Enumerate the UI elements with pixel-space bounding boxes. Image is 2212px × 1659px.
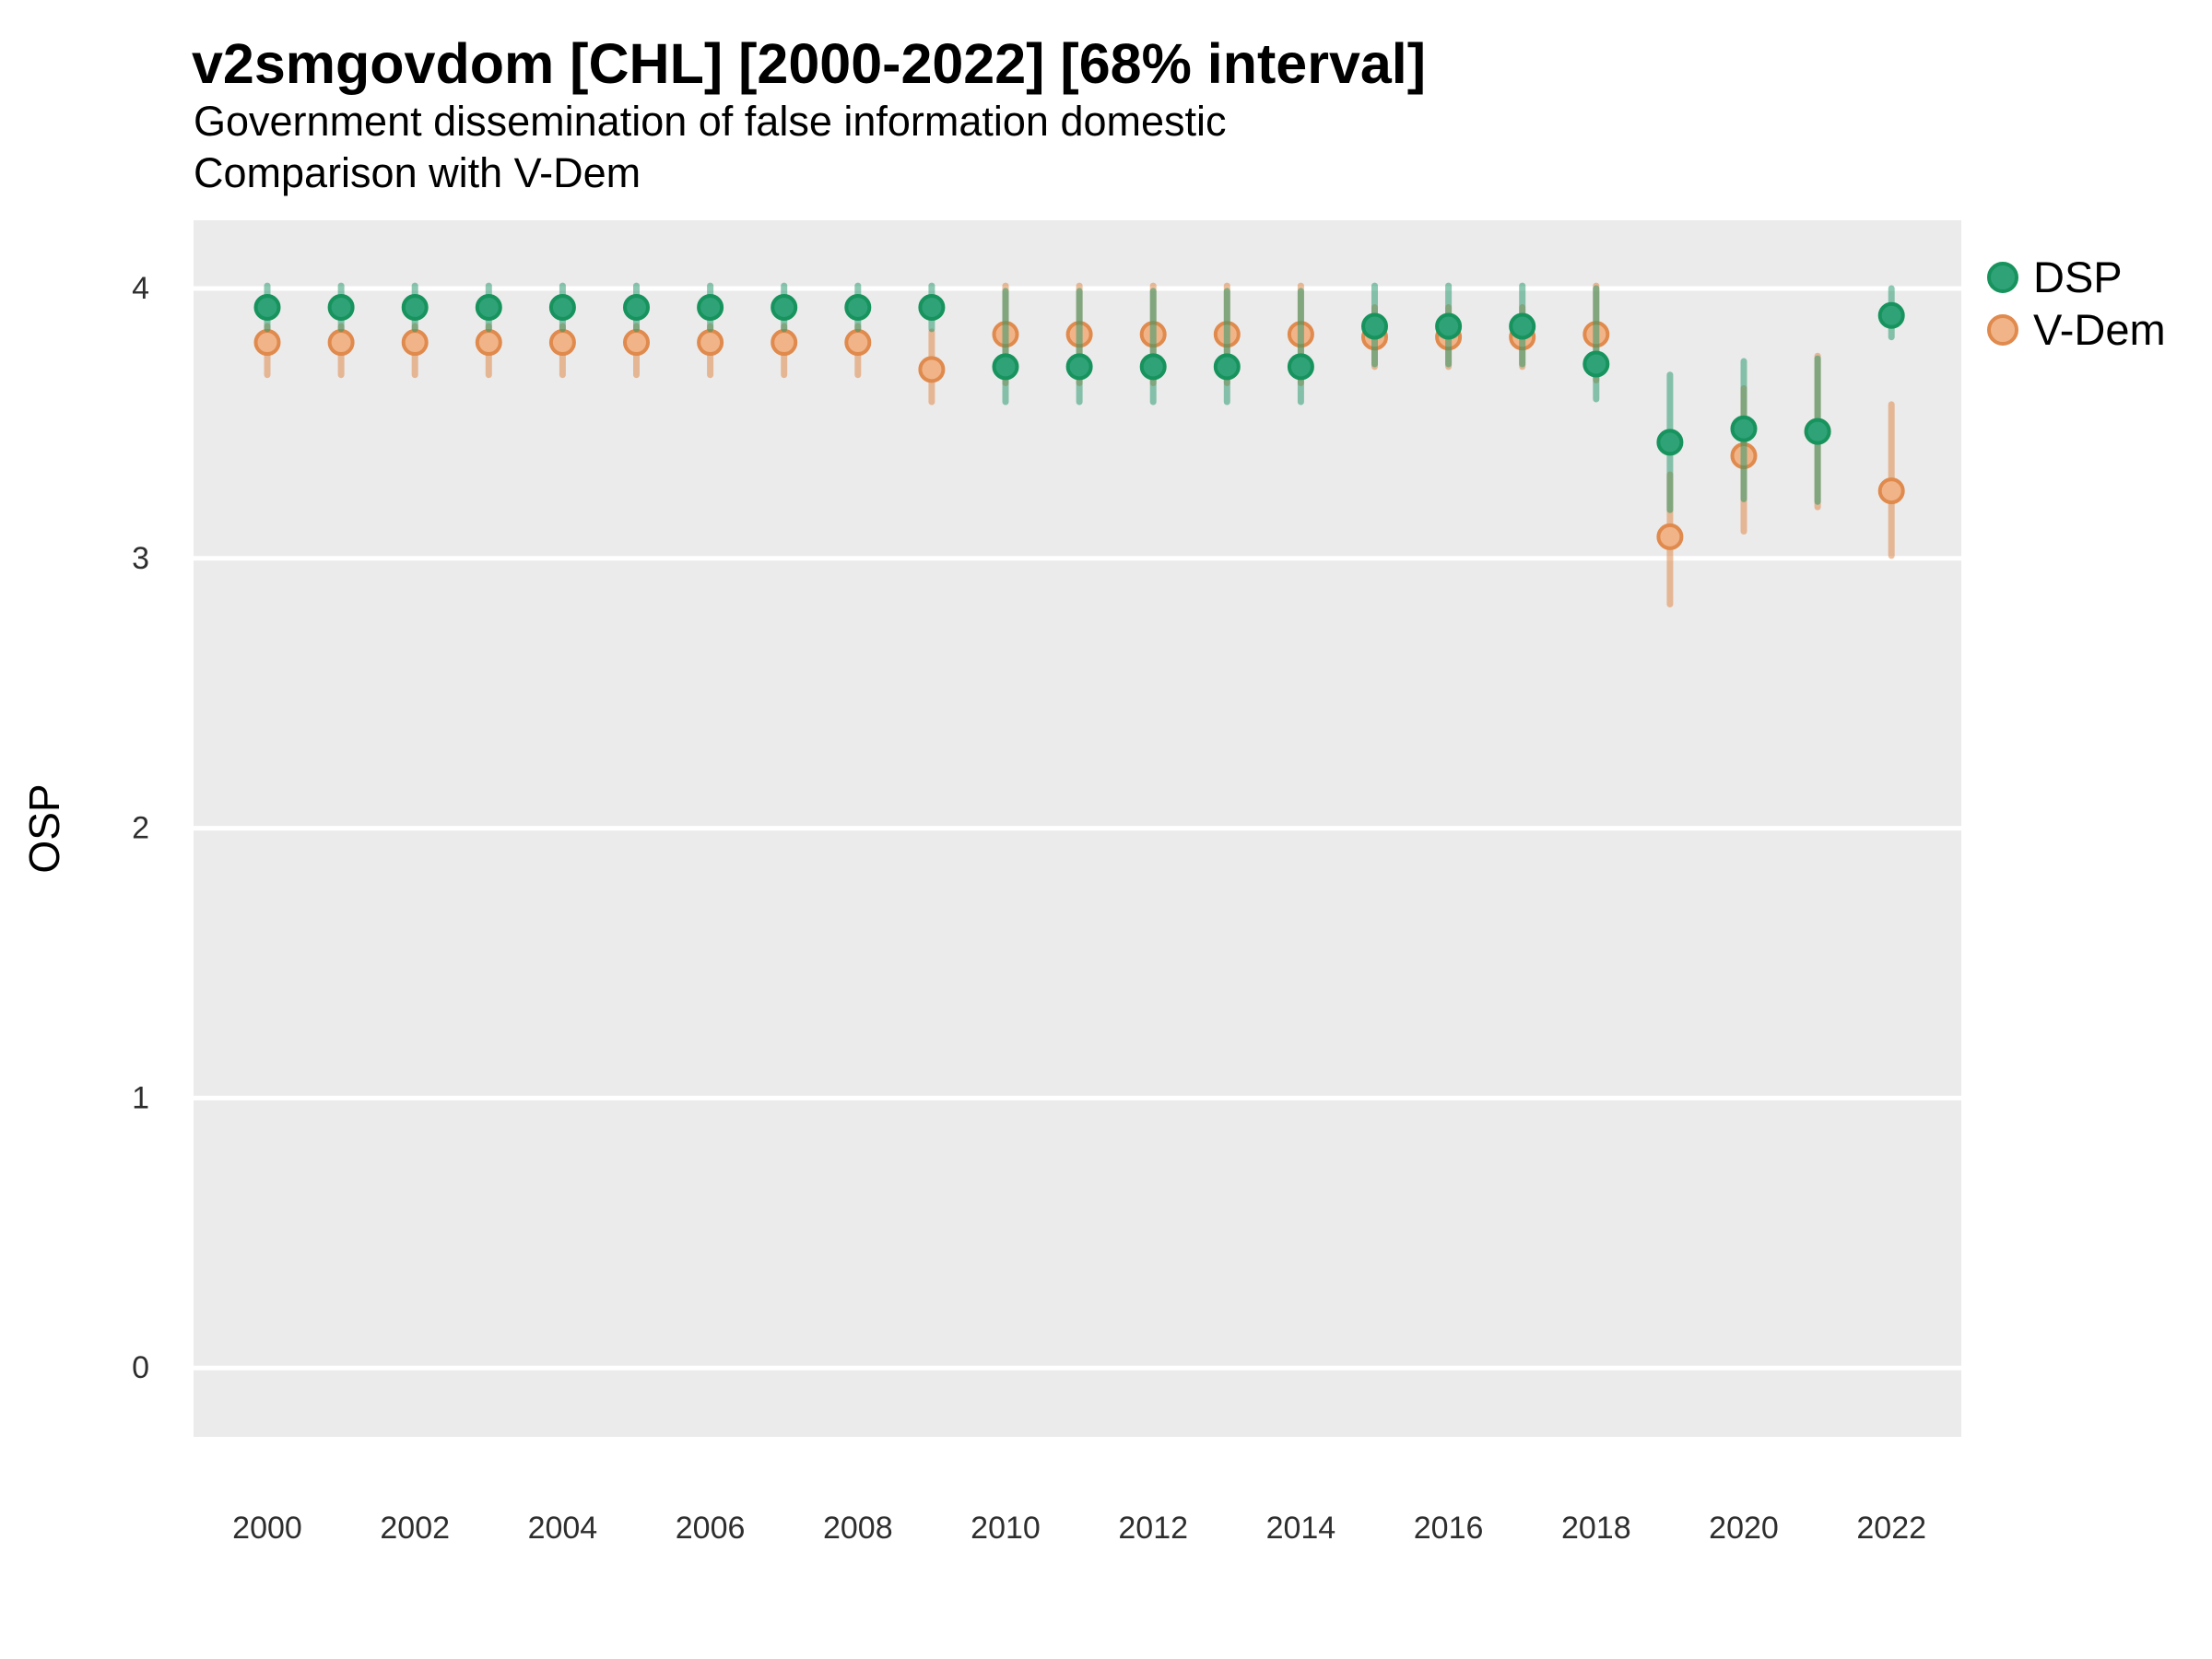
point-dsp-2015	[1361, 312, 1388, 340]
point-dsp-2004	[548, 293, 576, 321]
x-tick-label-2018: 2018	[1561, 1511, 1631, 1546]
x-tick-label-2014: 2014	[1266, 1511, 1336, 1546]
subtitle-line-2: Comparison with V-Dem	[194, 149, 641, 196]
point-dsp-2020	[1730, 415, 1758, 442]
point-dsp-2022	[1877, 301, 1905, 329]
point-dsp-2018	[1583, 350, 1610, 378]
point-dsp-2005	[623, 293, 650, 321]
point-vdem-2003	[475, 329, 502, 357]
chart-title: v2smgovdom [CHL] [2000-2022] [68% interv…	[192, 32, 1427, 95]
point-dsp-2019	[1656, 429, 1684, 456]
y-tick-label-4: 4	[132, 271, 149, 306]
point-dsp-2021	[1804, 418, 1831, 445]
point-vdem-2000	[253, 329, 281, 357]
point-dsp-2017	[1509, 312, 1536, 340]
point-dsp-2013	[1213, 353, 1241, 381]
point-vdem-2009	[918, 356, 946, 383]
y-tick-label-2: 2	[132, 811, 149, 846]
point-dsp-2012	[1139, 353, 1167, 381]
x-tick-label-2002: 2002	[380, 1511, 450, 1546]
point-dsp-2006	[697, 293, 724, 321]
legend-item-dsp: DSP	[1987, 251, 2166, 303]
point-dsp-2003	[475, 293, 502, 321]
x-tick-label-2020: 2020	[1709, 1511, 1779, 1546]
x-tick-label-2022: 2022	[1856, 1511, 1926, 1546]
point-dsp-2000	[253, 293, 281, 321]
x-tick-label-2006: 2006	[676, 1511, 746, 1546]
point-vdem-2008	[844, 329, 872, 357]
point-vdem-2007	[771, 329, 798, 357]
point-vdem-2001	[327, 329, 355, 357]
subtitle-line-1: Government dissemination of false inform…	[194, 98, 1227, 145]
point-vdem-2022	[1877, 477, 1905, 505]
legend: DSP V-Dem	[1987, 251, 2166, 356]
point-dsp-2016	[1435, 312, 1463, 340]
point-dsp-2010	[992, 353, 1019, 381]
point-dsp-2009	[918, 293, 946, 321]
point-dsp-2007	[771, 293, 798, 321]
point-vdem-2019	[1656, 523, 1684, 550]
point-vdem-2005	[623, 329, 650, 357]
point-dsp-2008	[844, 293, 872, 321]
chart-subtitle: Government dissemination of false inform…	[194, 96, 1227, 199]
legend-item-vdem: V-Dem	[1987, 303, 2166, 356]
point-vdem-2004	[548, 329, 576, 357]
vdem-point-icon	[1987, 313, 2018, 346]
dsp-point-icon	[1987, 261, 2018, 293]
x-tick-label-2004: 2004	[528, 1511, 598, 1546]
x-tick-label-2008: 2008	[823, 1511, 893, 1546]
x-tick-label-2016: 2016	[1414, 1511, 1484, 1546]
x-tick-label-2012: 2012	[1118, 1511, 1188, 1546]
x-tick-label-2010: 2010	[971, 1511, 1041, 1546]
point-dsp-2002	[401, 293, 429, 321]
y-tick-label-1: 1	[132, 1080, 149, 1115]
legend-label-dsp: DSP	[2033, 253, 2123, 301]
point-dsp-2014	[1287, 353, 1314, 381]
y-axis-title: OSP	[20, 783, 68, 873]
y-tick-label-3: 3	[132, 541, 149, 576]
y-tick-label-0: 0	[132, 1350, 149, 1385]
point-dsp-2011	[1065, 353, 1093, 381]
point-vdem-2002	[401, 329, 429, 357]
point-vdem-2006	[697, 329, 724, 357]
legend-label-vdem: V-Dem	[2033, 305, 2166, 354]
point-dsp-2001	[327, 293, 355, 321]
x-tick-label-2000: 2000	[232, 1511, 302, 1546]
